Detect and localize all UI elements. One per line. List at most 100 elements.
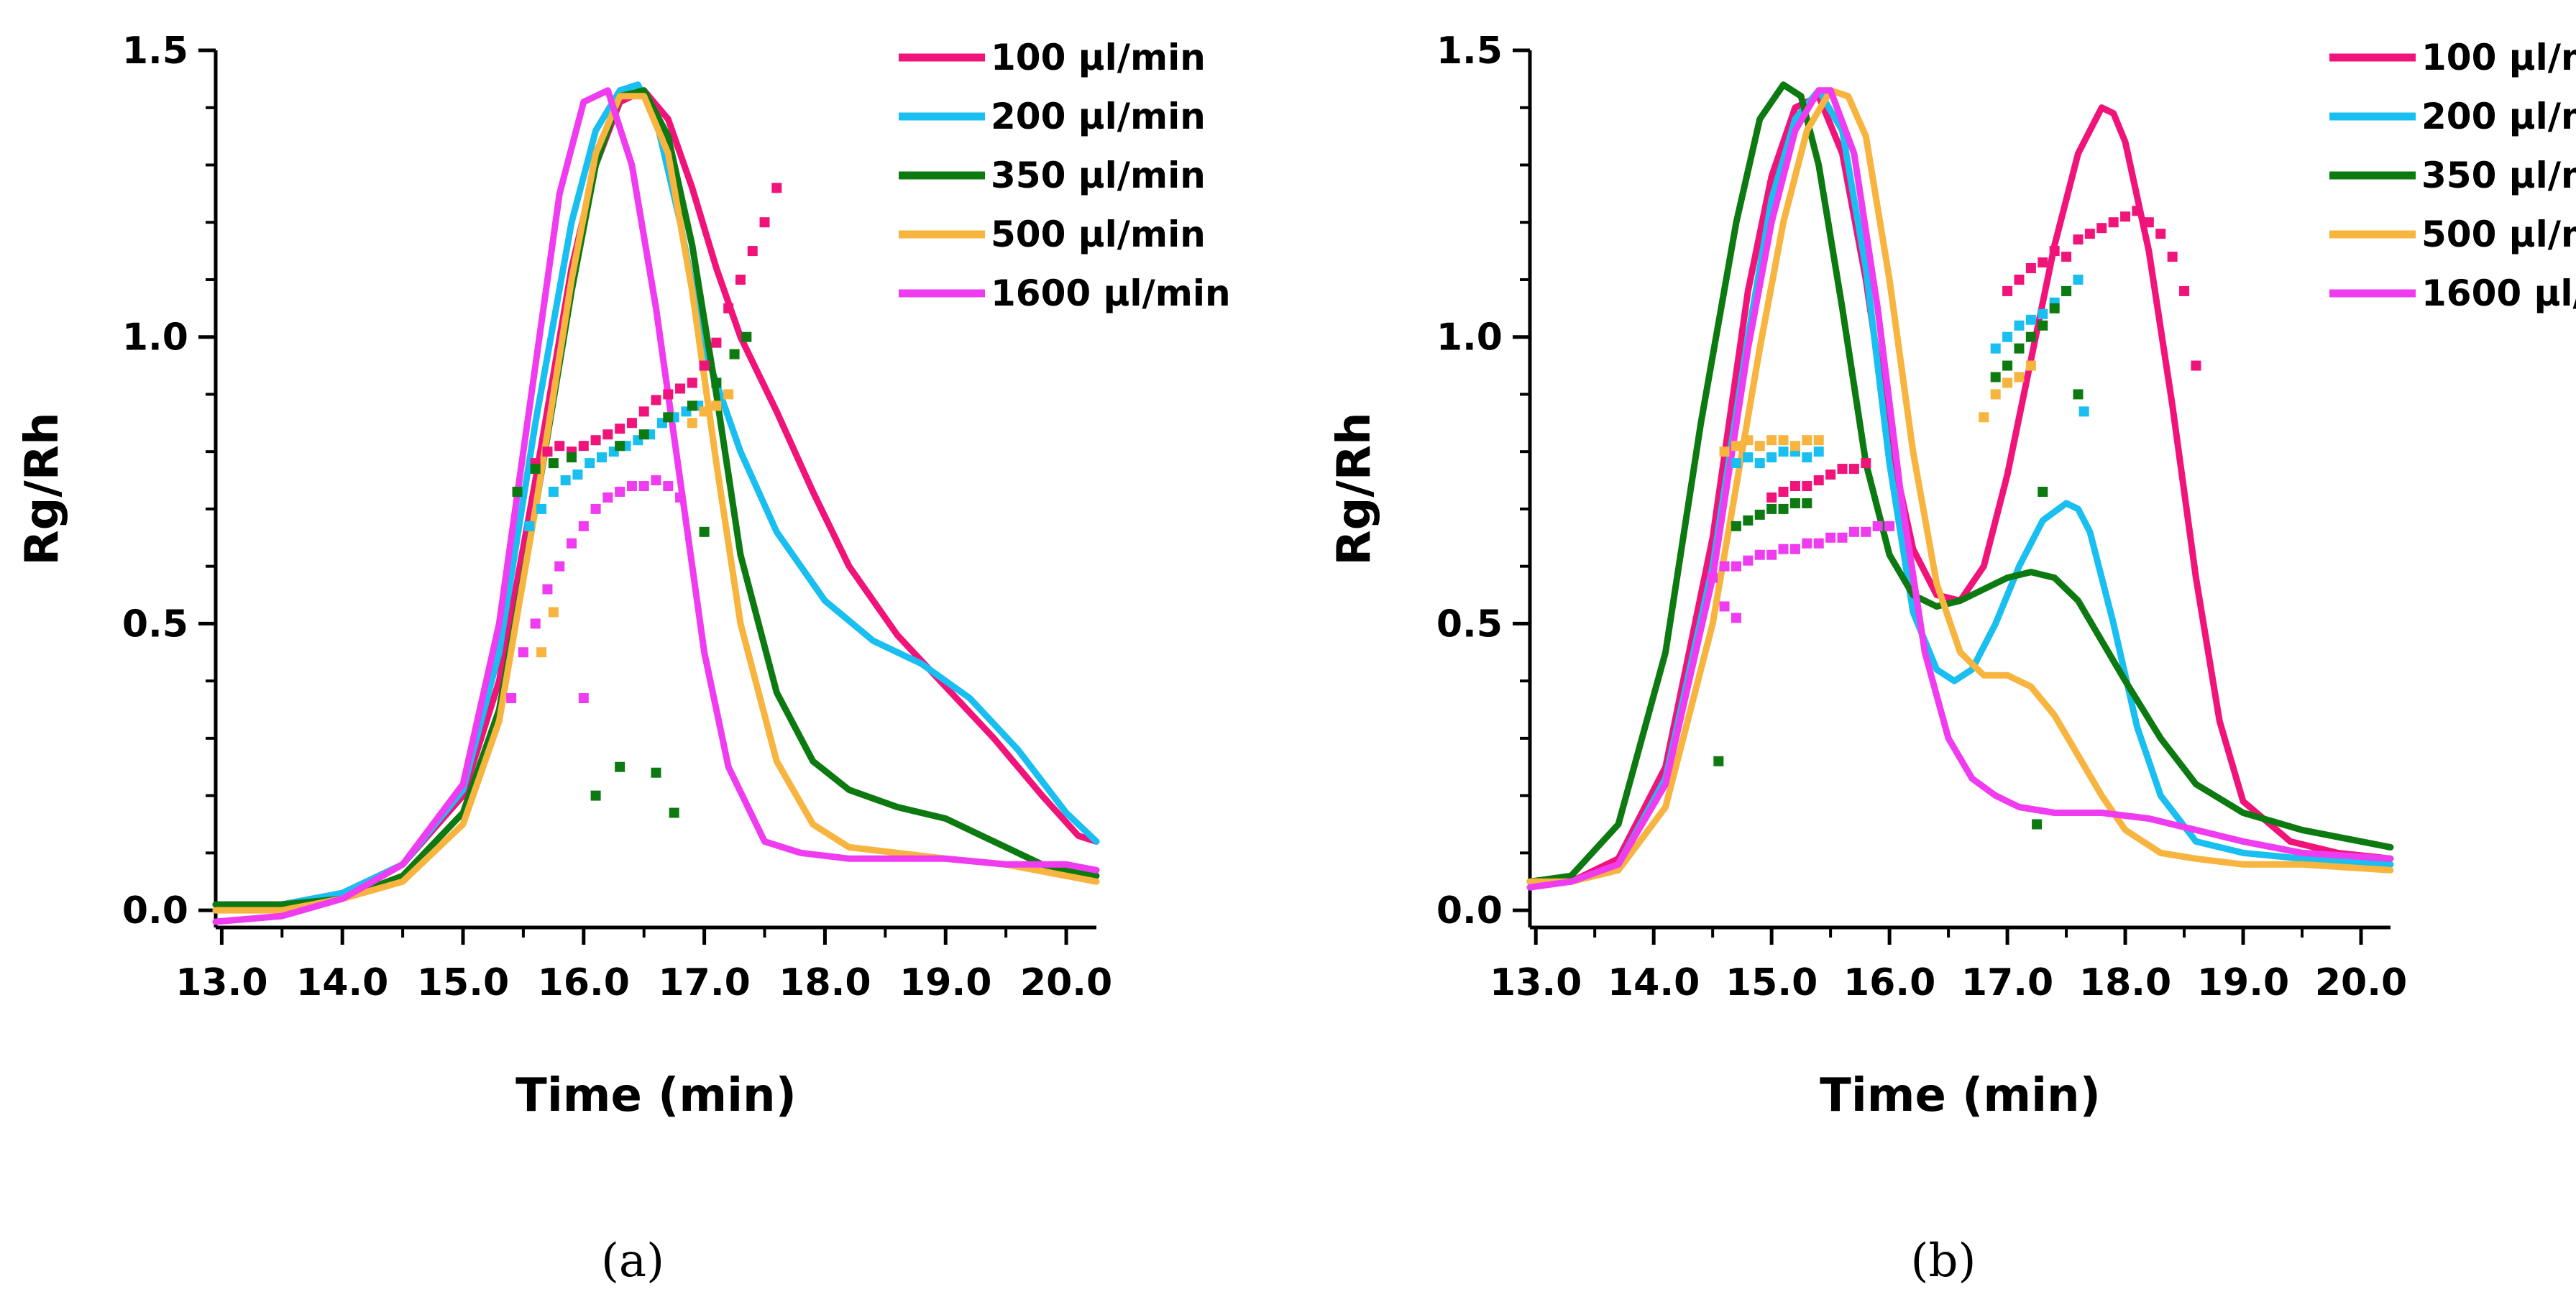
series-line-500 (212, 93, 1100, 914)
legend-label: 1600 µl/min (991, 272, 1231, 314)
scatter-point-100 (578, 441, 589, 452)
scatter-point-200 (2073, 274, 2084, 285)
scatter-point-200 (1743, 452, 1754, 463)
scatter-point-350 (638, 429, 649, 440)
scatter-point-100 (711, 337, 722, 348)
x-axis-title: Time (min) (1820, 1069, 2101, 1122)
scatter-point-100 (2061, 252, 2072, 262)
scatter-point-200 (2014, 320, 2025, 331)
scatter-point-350 (615, 441, 625, 452)
scatter-point-350 (711, 377, 722, 388)
y-tick-label: 1.5 (1436, 29, 1503, 73)
scatter-point-350 (512, 486, 523, 497)
x-tick-label: 20.0 (2315, 961, 2407, 1004)
scatter-point-350 (729, 349, 740, 359)
scatter-point-1600 (626, 481, 637, 492)
scatter-point-100 (2084, 229, 2095, 239)
scatter-point-100 (675, 383, 686, 394)
scatter-point-200 (2078, 406, 2089, 417)
scatter-point-1600 (1837, 532, 1848, 543)
x-tick-label: 14.0 (1608, 961, 1700, 1004)
scatter-point-100 (602, 429, 613, 440)
y-tick-label: 0.5 (122, 602, 188, 646)
panel-label: (b) (1911, 1234, 1976, 1288)
scatter-point-350 (2014, 343, 2025, 354)
scatter-point-100 (1825, 469, 1836, 480)
scatter-point-1600 (1719, 601, 1730, 612)
scatter-point-1600 (1778, 544, 1789, 554)
scatter-point-1600 (1708, 572, 1718, 583)
scatter-point-100 (2073, 234, 2084, 245)
scatter-point-100 (2108, 217, 2119, 228)
scatter-point-350 (2038, 486, 2048, 497)
scatter-point-350 (2038, 320, 2048, 331)
scatter-point-100 (615, 423, 625, 434)
x-tick-label: 17.0 (658, 961, 750, 1004)
scatter-point-100 (747, 246, 758, 257)
series-line-200 (212, 81, 1100, 914)
scatter-point-350 (2073, 389, 2084, 400)
scatter-point-1600 (1789, 544, 1800, 554)
scatter-point-350 (687, 400, 697, 411)
scatter-point-500 (711, 400, 722, 411)
series-line-1600 (1526, 87, 2394, 891)
series-line-100 (1526, 93, 2394, 885)
x-axis-title: Time (min) (515, 1069, 797, 1122)
scatter-point-100 (2025, 263, 2036, 274)
x-tick-label: 20.0 (1020, 961, 1112, 1004)
scatter-point-350 (2025, 331, 2036, 342)
x-tick-label: 16.0 (1843, 961, 1935, 1004)
scatter-point-350 (2049, 303, 2060, 313)
scatter-point-1600 (1848, 526, 1859, 537)
scatter-point-100 (2120, 211, 2131, 222)
scatter-point-200 (560, 475, 571, 486)
scatter-point-100 (2191, 360, 2201, 371)
scatter-point-100 (2143, 217, 2154, 228)
y-axis-title: Rg/Rh (16, 412, 69, 565)
legend-label: 100 µl/min (991, 37, 1206, 78)
legend-label: 500 µl/min (991, 214, 1206, 255)
panel-b: 0.0 0.5 1.0 1.5 13.0 14.0 15.0 16.0 17.0 18.0 19.0… (1328, 29, 2576, 1288)
scatter-point-1600 (1731, 613, 1741, 623)
legend-label: 350 µl/min (2421, 155, 2576, 196)
scatter-point-1600 (663, 481, 674, 492)
y-tick-label: 0.5 (1436, 602, 1503, 646)
scatter-point-100 (687, 377, 697, 388)
scatter-point-500 (1743, 435, 1754, 446)
y-tick-label: 1.0 (122, 316, 188, 359)
series-line-100 (212, 87, 1100, 908)
scatter-point-100 (590, 435, 601, 446)
scatter-point-500 (536, 647, 547, 658)
scatter-point-1600 (602, 492, 613, 503)
scatter-point-350 (741, 331, 752, 342)
scatter-point-100 (2179, 285, 2190, 296)
x-tick-label: 18.0 (779, 961, 871, 1004)
scatter-point-500 (699, 406, 710, 417)
scatter-point-200 (1766, 452, 1777, 463)
scatter-point-350 (1802, 498, 1812, 508)
scatter-point-100 (2014, 274, 2025, 285)
scatter-point-350 (2061, 285, 2072, 296)
scatter-point-100 (699, 360, 710, 371)
scatter-point-200 (585, 458, 595, 469)
scatter-point-100 (2049, 246, 2060, 257)
scatter-point-1600 (1802, 538, 1812, 549)
scatter-point-500 (1813, 435, 1824, 446)
scatter-point-100 (626, 418, 637, 429)
scatter-point-500 (548, 607, 559, 618)
scatter-point-1600 (1743, 555, 1754, 566)
legend-label: 1600 µl/min (2421, 272, 2576, 314)
x-tick-label: 15.0 (1725, 961, 1818, 1004)
scatter-point-1600 (590, 503, 601, 514)
scatter-point-350 (1731, 521, 1741, 531)
scatter-point-500 (2002, 377, 2013, 388)
scatter-point-350 (651, 767, 661, 778)
scatter-point-1600 (1861, 526, 1871, 537)
scatter-point-350 (1713, 756, 1724, 766)
scatter-point-100 (1837, 464, 1848, 475)
scatter-point-1600 (1825, 532, 1836, 543)
scatter-point-350 (615, 761, 625, 772)
scatter-point-100 (1813, 475, 1824, 486)
scatter-point-350 (1990, 372, 2001, 382)
